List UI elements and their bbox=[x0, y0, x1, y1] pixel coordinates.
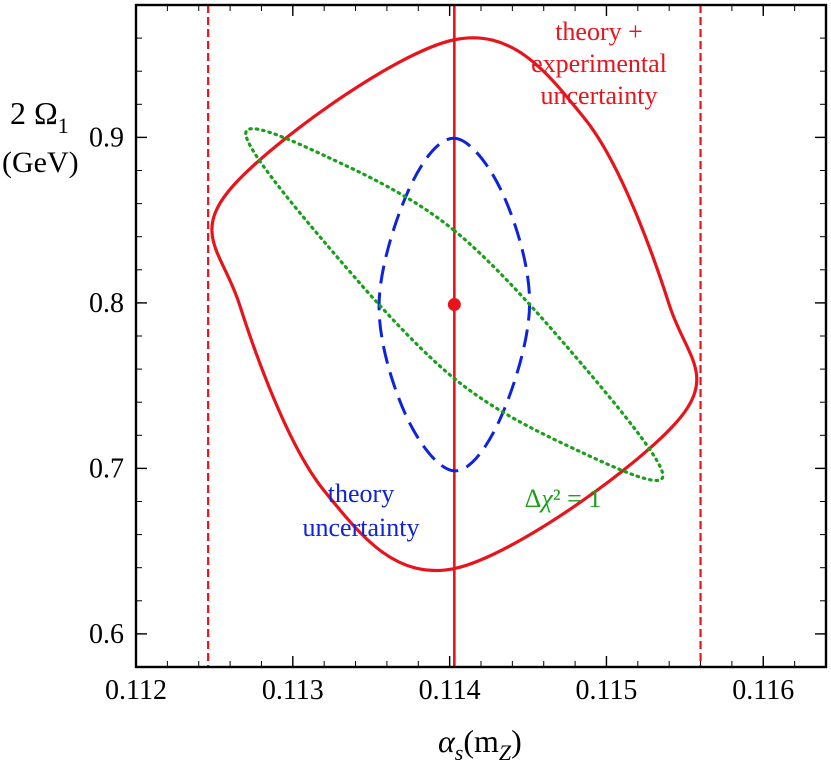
central-point bbox=[447, 298, 461, 312]
x-label-alpha: α bbox=[438, 723, 456, 759]
series-curve-1 bbox=[377, 136, 532, 473]
annotation-line: experimental bbox=[531, 49, 667, 78]
annotation-theory-uncertainty: theory uncertainty bbox=[303, 479, 420, 542]
svg-text:2 Ω1: 2 Ω1 bbox=[10, 95, 69, 138]
x-axis-label: αs(mZ) bbox=[438, 723, 522, 763]
annotation-line: theory bbox=[328, 479, 394, 508]
y-tick-label: 0.9 bbox=[89, 122, 124, 153]
x-label-open: (m bbox=[463, 723, 499, 759]
x-label-close: ) bbox=[511, 723, 522, 759]
x-tick-label: 0.112 bbox=[105, 675, 167, 706]
annotation-line: uncertainty bbox=[541, 81, 658, 110]
y-label-main: 2 Ω bbox=[10, 95, 58, 131]
y-tick-label: 0.7 bbox=[89, 453, 124, 484]
y-axis-label: 2 Ω1 (GeV) bbox=[2, 95, 79, 179]
y-label-sub: 1 bbox=[58, 113, 69, 138]
y-tick-label: 0.6 bbox=[89, 619, 124, 650]
plot-frame bbox=[134, 3, 828, 669]
x-tick-label: 0.114 bbox=[419, 675, 481, 706]
annotation-line: uncertainty bbox=[303, 513, 420, 542]
annotation-delta-chi2: Δχ² = 1 bbox=[525, 484, 602, 513]
x-tick-label: 0.116 bbox=[732, 675, 794, 706]
x-label-sub2: Z bbox=[499, 740, 512, 763]
x-tick-label: 0.113 bbox=[262, 675, 324, 706]
annotations: theory + experimental uncertainty theory unc… bbox=[303, 17, 667, 542]
x-label-sub: s bbox=[455, 740, 464, 763]
series-curve-0 bbox=[210, 36, 699, 572]
annotation-line: theory + bbox=[555, 17, 643, 46]
axis-ticks: 0.112 0.113 0.114 0.115 0.116 0.6 0.7 0.8 0.9 bbox=[89, 4, 827, 706]
y-label-unit: (GeV) bbox=[2, 146, 79, 179]
series-curve-2 bbox=[244, 127, 665, 482]
annotation-theory-experimental: theory + experimental uncertainty bbox=[531, 17, 667, 110]
curves bbox=[207, 5, 702, 667]
y-tick-label: 0.8 bbox=[89, 288, 124, 319]
x-tick-label: 0.115 bbox=[575, 675, 637, 706]
